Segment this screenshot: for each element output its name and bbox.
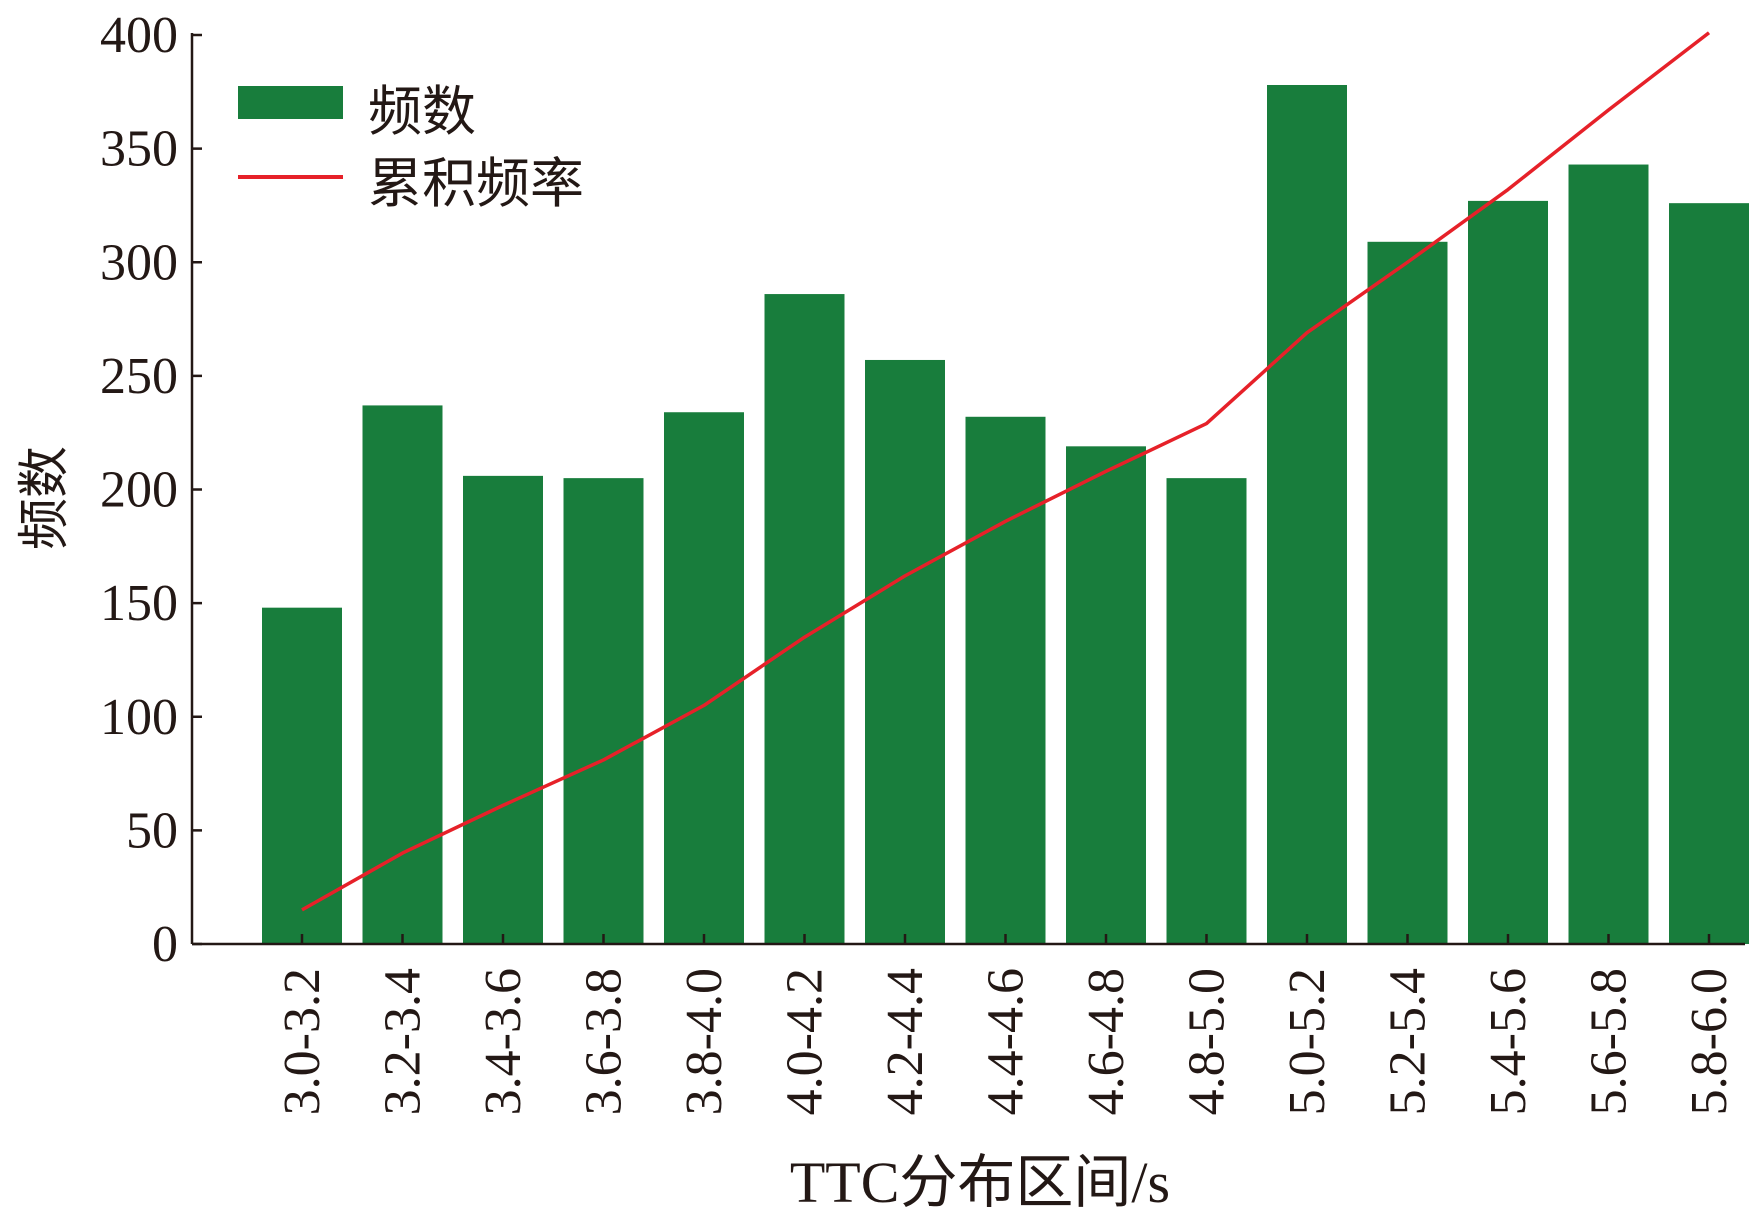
y-ticks: 0 50 100 150 200 250 300 350 400 — [100, 7, 202, 973]
x-tick-label: 3.8-4.0 — [676, 968, 733, 1115]
y-tick-label: 50 — [126, 802, 178, 859]
y-tick-label: 200 — [100, 462, 178, 519]
bars-layer — [262, 84, 1749, 945]
bar-3.4-3.6 — [463, 475, 543, 944]
y-tick-label: 300 — [100, 234, 178, 291]
bar-4.8-5.0 — [1166, 478, 1247, 944]
y-tick-label: 150 — [100, 575, 178, 632]
legend: 频数 累积频率 — [238, 82, 584, 214]
line-layer — [301, 31, 1711, 912]
x-tick-label: 5.6-5.8 — [1581, 968, 1638, 1115]
x-tick-label: 4.4-4.6 — [978, 968, 1035, 1115]
x-tick-label: 3.0-3.2 — [274, 968, 331, 1115]
x-tick-label: 5.2-5.4 — [1380, 968, 1437, 1115]
bar-4.6-4.8 — [1066, 446, 1146, 944]
y-tick-label: 0 — [152, 916, 178, 973]
bar-3.2-3.4 — [362, 405, 443, 945]
y-tick-label: 400 — [100, 7, 178, 64]
bar-4.4-4.6 — [965, 416, 1046, 944]
bar-3.8-4.0 — [664, 412, 744, 944]
y-axis-label: 频数 — [17, 446, 74, 550]
y-tick-label: 350 — [100, 121, 178, 178]
x-axis-label: TTC分布区间/s — [790, 1150, 1170, 1215]
x-tick-label: 5.0-5.2 — [1279, 968, 1336, 1115]
y-tick-label: 100 — [100, 689, 178, 746]
legend-label-bar: 频数 — [368, 82, 476, 142]
legend-swatch-bar — [238, 86, 343, 119]
bar-4.2-4.4 — [865, 359, 945, 944]
bar-5.4-5.6 — [1468, 200, 1548, 944]
x-tick-label: 4.8-5.0 — [1179, 968, 1236, 1115]
bar-5.8-6.0 — [1669, 203, 1749, 945]
x-tick-label: 3.4-3.6 — [475, 968, 532, 1115]
bar-5.0-5.2 — [1267, 84, 1347, 945]
x-tick-label: 3.2-3.4 — [375, 968, 432, 1115]
bar-3.0-3.2 — [262, 607, 342, 944]
x-tick-label: 5.8-6.0 — [1681, 968, 1738, 1115]
legend-label-line: 累积频率 — [368, 154, 584, 214]
x-tick-label: 4.2-4.4 — [877, 968, 934, 1115]
x-tick-label: 4.0-4.2 — [777, 968, 834, 1115]
bar-3.6-3.8 — [563, 478, 644, 944]
bar-5.6-5.8 — [1568, 164, 1649, 945]
x-tick-label: 5.4-5.6 — [1480, 968, 1537, 1115]
y-tick-label: 250 — [100, 348, 178, 405]
bar-5.2-5.4 — [1367, 241, 1448, 945]
x-ticks: 3.0-3.2 3.2-3.4 3.4-3.6 3.6-3.8 3.8-4.0 4.0-4… — [274, 934, 1738, 1115]
x-tick-label: 3.6-3.8 — [576, 968, 633, 1115]
x-tick-label: 4.6-4.8 — [1078, 968, 1135, 1115]
